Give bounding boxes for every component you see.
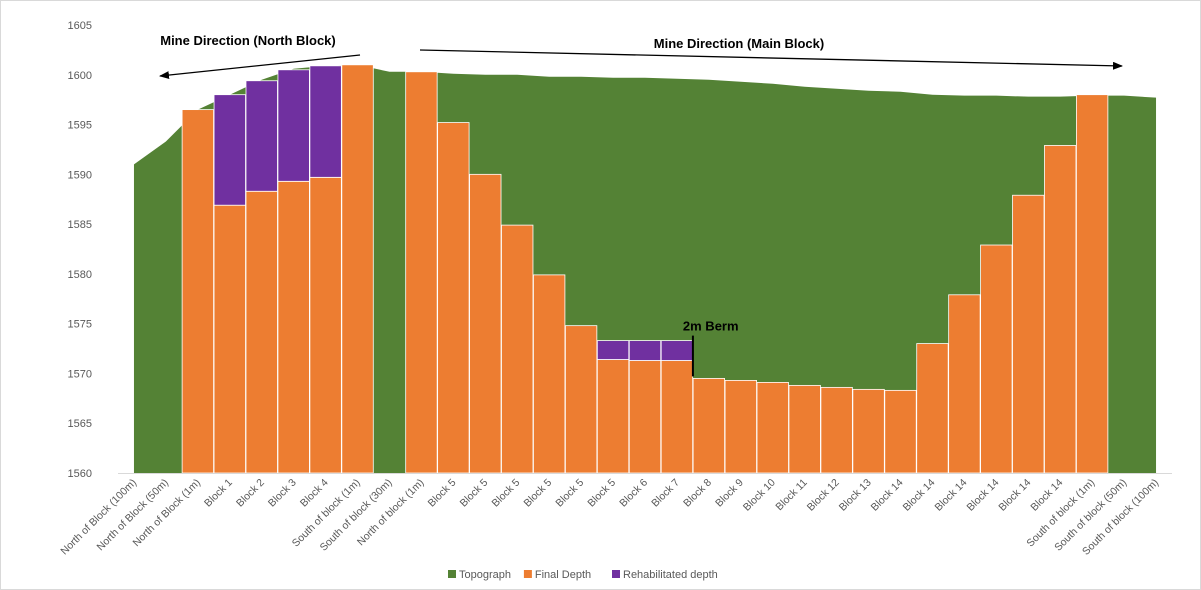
rehabilitated-depth-bar — [245, 80, 278, 192]
rehabilitated-depth-bar — [660, 340, 694, 361]
legend: Topograph Final Depth Rehabilitated depth — [448, 569, 718, 581]
main-direction-arrow — [419, 49, 1123, 70]
rehabilitated-depth-bar — [309, 65, 342, 178]
final-depth-bar — [213, 204, 246, 474]
y-tick-label: 1575 — [68, 319, 92, 331]
annotation-berm: 2m Berm — [683, 319, 739, 334]
topograph-area-layer — [133, 64, 1157, 473]
y-tick-label: 1595 — [68, 120, 92, 132]
topograph-area — [133, 64, 1157, 473]
final-depth-bar — [181, 109, 214, 474]
y-tick-label: 1560 — [68, 468, 92, 480]
annotation-main-direction: Mine Direction (Main Block) — [654, 36, 824, 51]
final-depth-bar — [884, 389, 917, 474]
final-depth-bar — [245, 190, 278, 474]
final-depth-bar — [788, 384, 821, 474]
final-depth-bar — [948, 294, 981, 474]
legend-swatch-2 — [612, 570, 620, 578]
final-depth-bar — [501, 224, 534, 474]
final-depth-bar — [309, 176, 342, 474]
bar-layer — [181, 64, 1109, 474]
y-tick-label: 1565 — [68, 418, 92, 430]
legend-label: Rehabilitated depth — [623, 569, 718, 581]
y-tick-label: 1585 — [68, 219, 92, 231]
final-depth-bar — [405, 71, 438, 474]
rehabilitated-depth-bar — [277, 69, 310, 182]
final-depth-bar — [596, 359, 630, 474]
annotation-north-direction: Mine Direction (North Block) — [160, 33, 336, 48]
final-depth-bar — [437, 122, 470, 474]
final-depth-bar — [1044, 145, 1077, 474]
legend-swatch-0 — [448, 570, 456, 578]
legend-swatch-1 — [523, 570, 532, 578]
y-tick-label: 1605 — [68, 20, 92, 32]
final-depth-bar — [660, 360, 694, 474]
north-direction-arrow — [159, 54, 361, 80]
final-depth-bar — [533, 274, 566, 474]
y-axis: 1560 1565 1570 1575 1580 1585 1590 1595 1600 1605 — [68, 20, 92, 480]
rehabilitated-depth-bar — [213, 94, 246, 206]
rehabilitated-depth-bar — [596, 340, 630, 360]
legend-label: Final Depth — [535, 569, 591, 581]
rehabilitated-depth-bar — [628, 340, 662, 361]
final-depth-bar — [469, 173, 502, 474]
final-depth-bar — [980, 244, 1013, 474]
final-depth-bar — [277, 180, 310, 474]
final-depth-bar — [916, 343, 949, 474]
y-tick-label: 1580 — [68, 269, 92, 281]
final-depth-bar — [692, 378, 726, 474]
final-depth-bar — [564, 325, 598, 474]
final-depth-bar — [820, 386, 853, 474]
final-depth-bar — [341, 64, 374, 474]
final-depth-bar — [1076, 94, 1109, 474]
y-tick-label: 1590 — [68, 169, 92, 181]
annotation-layer: Mine Direction (North Block) Mine Directi… — [159, 33, 1123, 377]
final-depth-bar — [1012, 194, 1045, 474]
y-tick-label: 1570 — [68, 368, 92, 380]
final-depth-bar — [628, 360, 662, 474]
final-depth-bar — [756, 381, 789, 474]
final-depth-bar — [724, 380, 757, 474]
legend-label: Topograph — [459, 569, 511, 581]
y-tick-label: 1600 — [68, 70, 92, 82]
final-depth-bar — [852, 388, 885, 474]
